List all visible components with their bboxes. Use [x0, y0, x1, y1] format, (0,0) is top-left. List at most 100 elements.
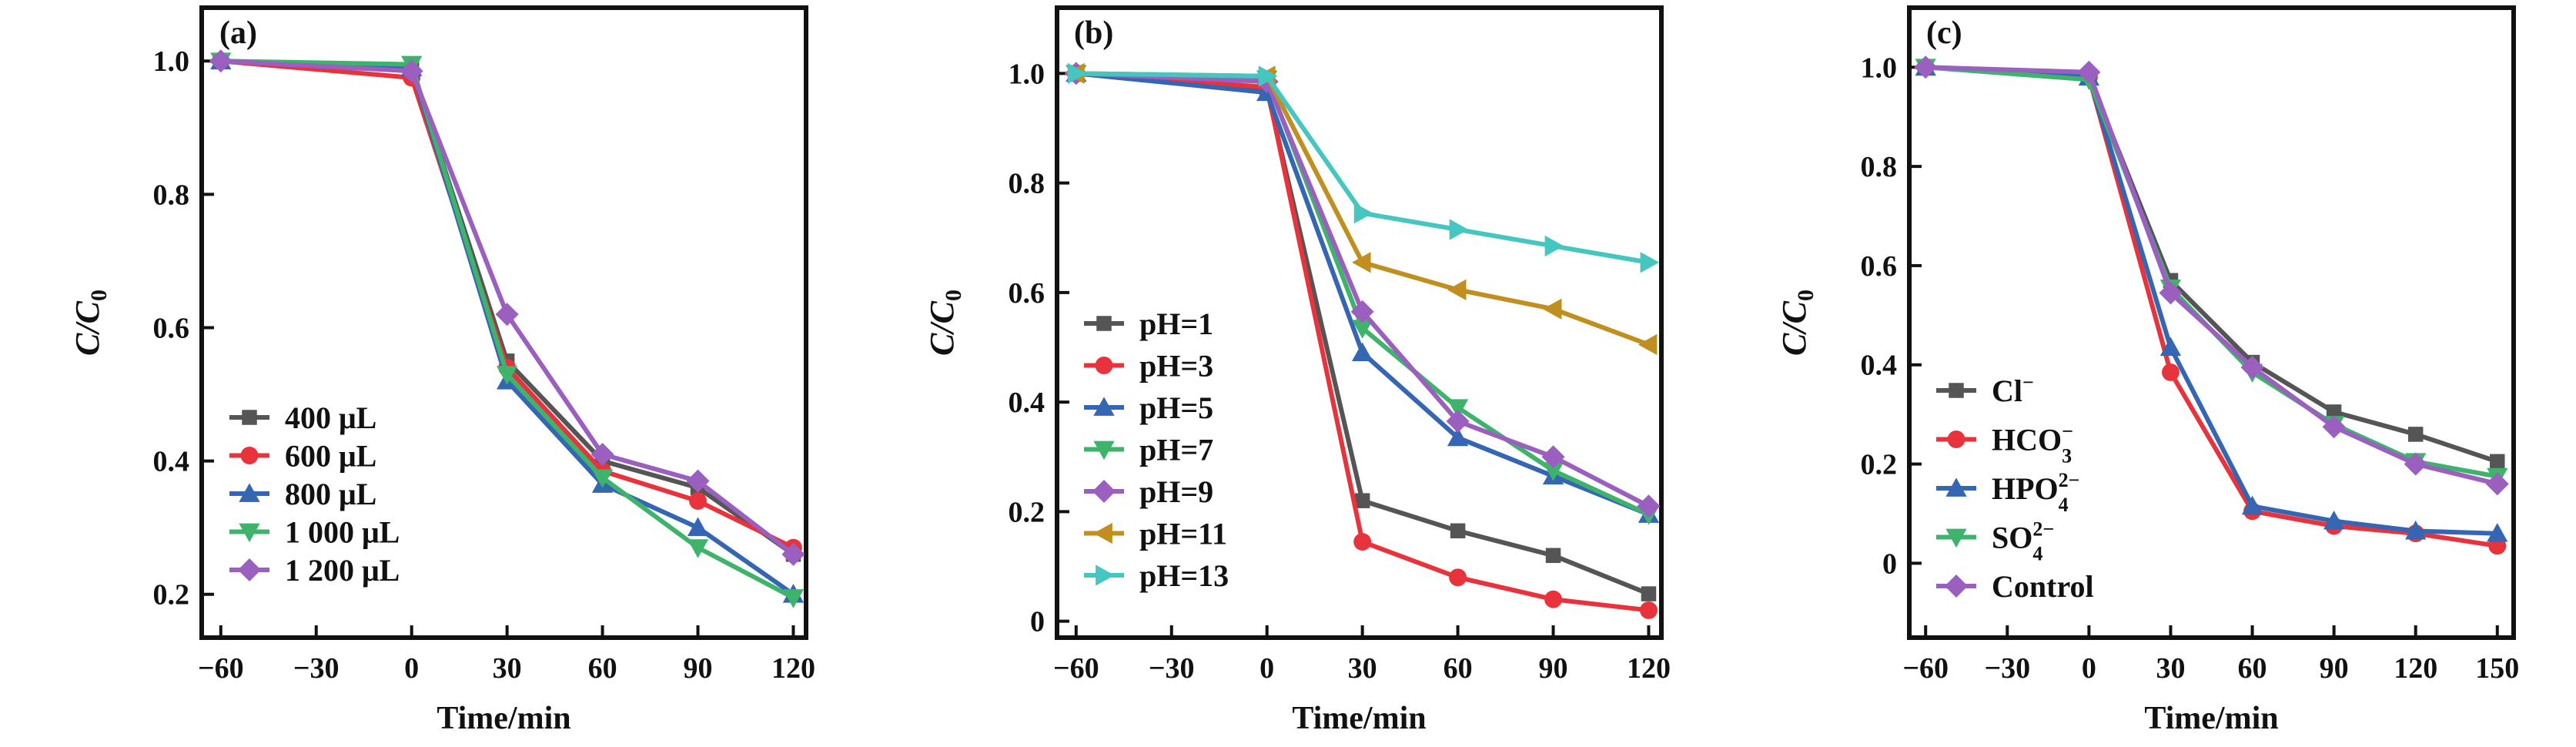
data-point: [1449, 219, 1469, 240]
legend-marker: [237, 558, 262, 582]
data-point: [1637, 494, 1661, 518]
y-axis-label: C/C0: [69, 290, 112, 356]
data-point: [2159, 281, 2183, 305]
series-5: [209, 49, 805, 566]
legend-marker: [1093, 522, 1112, 544]
legend-marker: [1093, 440, 1115, 461]
data-point: [1258, 65, 1278, 87]
legend-marker: [240, 447, 259, 464]
panel-label: (c): [1926, 15, 1962, 51]
data-point: [1447, 427, 1469, 447]
legend-marker: [1944, 574, 1969, 598]
data-point: [1914, 55, 1938, 79]
x-axis-label: Time/min: [437, 701, 570, 736]
x-tick-label: 60: [1444, 652, 1473, 685]
data-point: [1067, 62, 1087, 85]
data-point: [1640, 601, 1658, 619]
legend-label: pH=13: [1139, 558, 1229, 593]
legend-label: 600 μL: [285, 439, 376, 474]
y-axis-label: C/C0: [923, 290, 966, 356]
legend-label: 1 000 μL: [285, 515, 400, 550]
data-point: [2326, 404, 2342, 420]
series-line: [220, 59, 795, 550]
data-point: [2241, 495, 2263, 515]
data-point: [1544, 235, 1564, 257]
y-tick-label: 0.4: [1009, 387, 1045, 419]
y-tick-label: 0: [1882, 548, 1897, 580]
legend-label: pH=5: [1139, 390, 1213, 425]
data-point: [2159, 337, 2182, 357]
legend-marker: [1949, 383, 1964, 398]
x-tick-label: 60: [588, 652, 617, 685]
legend-marker: [1947, 430, 1965, 448]
data-point: [1541, 445, 1565, 469]
y-tick-label: 1.0: [1009, 58, 1045, 90]
data-point: [689, 492, 707, 510]
x-tick-label: 30: [493, 652, 522, 685]
data-point: [1354, 493, 1370, 508]
legend-marker: [239, 523, 260, 543]
y-tick-label: 1.0: [1861, 52, 1898, 84]
x-tick-label: 0: [2082, 652, 2096, 685]
data-point: [2240, 355, 2264, 379]
plot-frame: [199, 5, 808, 640]
series-line: [1076, 71, 1650, 517]
data-point: [2322, 415, 2346, 439]
legend-label: pH=3: [1139, 349, 1213, 384]
legend-label: HCO− 3: [1992, 420, 2073, 467]
y-tick-label: 0.2: [153, 579, 190, 611]
x-tick-label: 60: [2238, 652, 2267, 685]
x-tick-label: −30: [1984, 652, 2030, 685]
x-tick-label: 150: [2475, 652, 2519, 685]
x-tick-label: −30: [293, 652, 340, 685]
data-point: [2485, 472, 2509, 496]
data-point: [1351, 342, 1373, 362]
series-line: [220, 59, 795, 597]
data-point: [1641, 586, 1657, 601]
panel-label: (b): [1074, 15, 1113, 51]
y-tick-label: 0.8: [153, 179, 190, 211]
data-point: [1351, 252, 1371, 273]
data-point: [1542, 298, 1562, 320]
data-point: [781, 542, 805, 566]
data-point: [2407, 427, 2424, 442]
y-tick-label: 0.8: [1009, 168, 1045, 200]
series-line: [1925, 65, 2498, 487]
series-7: [1067, 62, 1660, 273]
x-tick-label: 0: [404, 652, 419, 685]
y-tick-label: 1.0: [153, 45, 190, 78]
data-point: [2162, 363, 2180, 381]
x-tick-label: 30: [1348, 652, 1377, 685]
series-line: [1925, 65, 2498, 479]
plot-frame: [1055, 5, 1664, 640]
legend-label: pH=9: [1139, 474, 1213, 509]
data-point: [2490, 454, 2505, 470]
data-point: [1447, 279, 1467, 300]
y-axis-label: C/C0: [1775, 290, 1818, 356]
data-point: [495, 303, 519, 327]
data-point: [2404, 452, 2427, 476]
legend: pH=1 pH=3 pH=5 pH=7 pH=9 pH=11 pH=13: [1084, 307, 1229, 593]
y-tick-label: 0.6: [1861, 250, 1898, 283]
data-point: [591, 469, 614, 488]
data-point: [687, 539, 709, 558]
data-point: [1350, 300, 1374, 323]
data-point: [1544, 590, 1562, 608]
x-tick-label: −60: [1053, 652, 1099, 685]
data-point: [1638, 333, 1658, 356]
legend-marker: [1096, 316, 1112, 331]
legend-label: pH=1: [1139, 307, 1213, 341]
x-tick-label: 120: [771, 652, 815, 685]
legend-label: pH=7: [1139, 433, 1213, 467]
data-point: [687, 517, 709, 537]
series-line: [220, 59, 795, 557]
y-tick-label: 0.4: [1861, 350, 1898, 382]
panel-label: (a): [219, 15, 257, 51]
legend-marker: [1095, 357, 1113, 374]
data-point: [782, 589, 805, 608]
data-point: [1542, 462, 1564, 481]
legend-marker: [239, 483, 260, 502]
